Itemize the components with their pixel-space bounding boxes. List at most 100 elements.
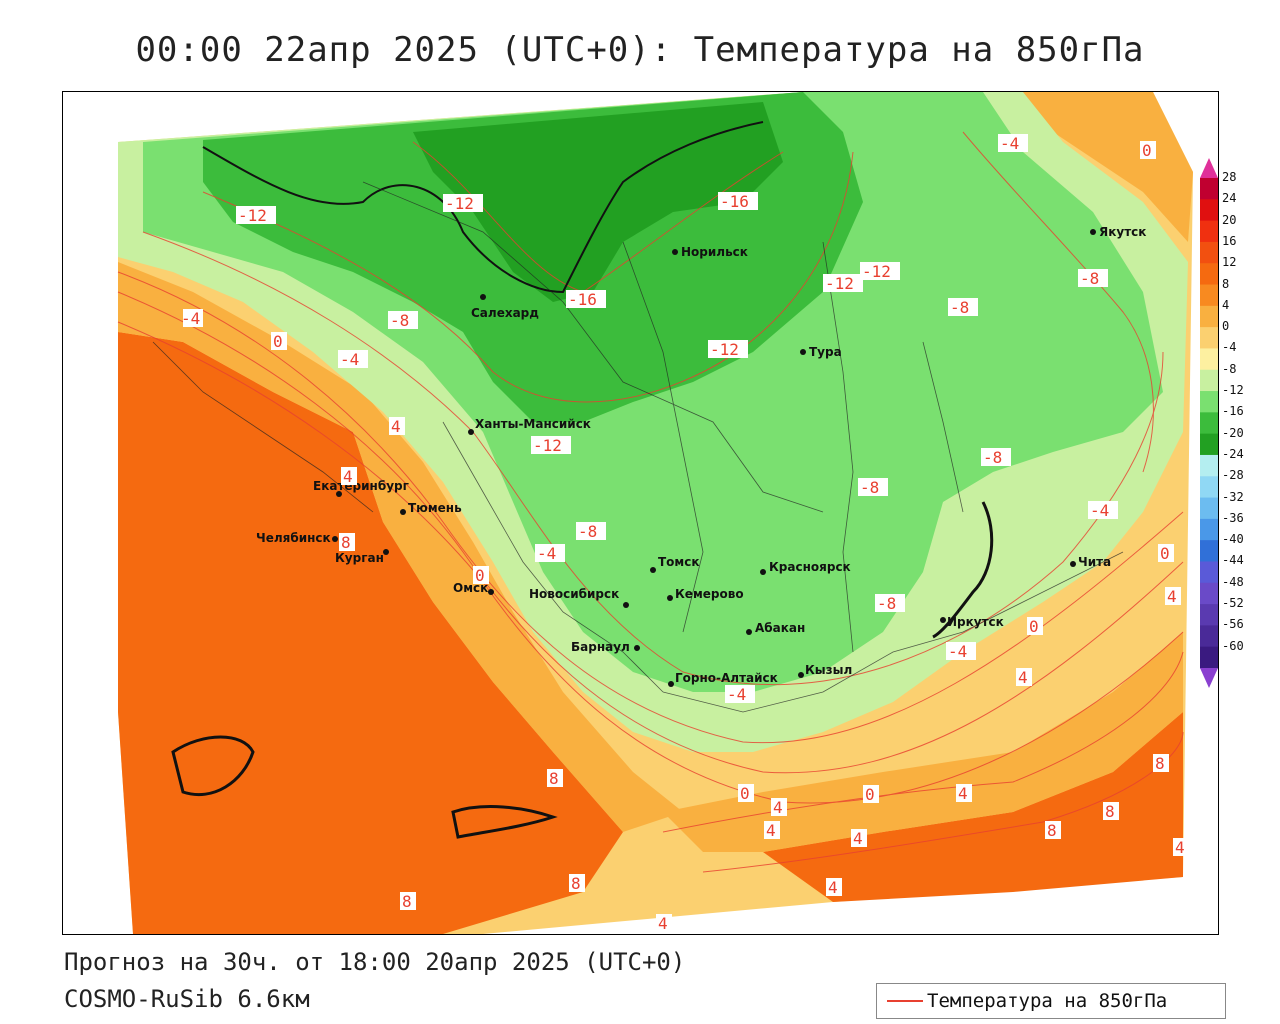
svg-text:-12: -12 <box>710 340 739 359</box>
iso-label: -16 <box>566 290 606 309</box>
svg-text:Екатеринбург: Екатеринбург <box>313 479 409 493</box>
city-tyumen: Тюмень <box>400 501 462 515</box>
iso-label: 8 <box>339 533 355 552</box>
colorbar <box>1200 158 1218 688</box>
svg-text:-12: -12 <box>825 274 854 293</box>
colorbar-segment <box>1200 348 1218 371</box>
svg-text:-16: -16 <box>720 192 749 211</box>
iso-label: -8 <box>388 311 418 330</box>
city-chita: Чита <box>1070 555 1111 569</box>
iso-label: -12 <box>860 262 900 281</box>
iso-label: 4 <box>1016 668 1032 687</box>
svg-text:-8: -8 <box>860 478 879 497</box>
svg-text:-8: -8 <box>1080 269 1099 288</box>
cities-layer: Норильск Якутск Салехард Тура Ханты-Манс… <box>256 225 1146 687</box>
colorbar-tick-label: 12 <box>1222 255 1237 270</box>
city-tomsk: Томск <box>650 555 700 573</box>
zone-plus4-northeast <box>1023 92 1193 242</box>
iso-label: -16 <box>718 192 758 211</box>
iso-label: 4 <box>851 829 867 848</box>
svg-text:-4: -4 <box>1090 501 1109 520</box>
svg-text:4: 4 <box>1167 587 1177 606</box>
svg-text:4: 4 <box>773 798 783 817</box>
map-legend: Температура на 850гПа <box>876 983 1226 1019</box>
iso-label: 4 <box>341 467 357 486</box>
iso-label: -12 <box>823 274 863 293</box>
iso-label: -12 <box>708 340 748 359</box>
map-canvas: Норильск Якутск Салехард Тура Ханты-Манс… <box>63 92 1218 934</box>
iso-label: -12 <box>236 206 276 225</box>
svg-text:-8: -8 <box>877 594 896 613</box>
colorbar-tick-label: -24 <box>1222 446 1244 461</box>
iso-label: -8 <box>981 448 1011 467</box>
zone-plus8-west <box>118 332 623 934</box>
iso-label: -4 <box>725 685 755 704</box>
legend-label: Температура на 850гПа <box>927 990 1168 1012</box>
svg-text:4: 4 <box>391 417 401 436</box>
colorbar-gradient <box>1200 158 1218 688</box>
svg-text:Новосибирск: Новосибирск <box>529 587 619 601</box>
forecast-info: Прогноз на 30ч. от 18:00 20апр 2025 (UTC… <box>64 948 686 976</box>
coastline <box>202 121 764 294</box>
svg-text:0: 0 <box>740 784 750 803</box>
svg-text:Курган: Курган <box>335 551 384 565</box>
iso-label: -8 <box>858 478 888 497</box>
svg-text:8: 8 <box>1155 754 1165 773</box>
svg-text:Барнаул: Барнаул <box>571 640 630 654</box>
colorbar-segment <box>1200 391 1218 413</box>
iso-label: -4 <box>998 134 1028 153</box>
colorbar-segment <box>1200 518 1218 541</box>
city-yakutsk: Якутск <box>1090 225 1146 239</box>
colorbar-segment <box>1200 433 1218 456</box>
svg-text:4: 4 <box>343 467 353 486</box>
iso-label: 0 <box>1027 617 1043 636</box>
city-norilsk: Норильск <box>672 245 748 259</box>
colorbar-tick-label: 24 <box>1222 191 1237 206</box>
city-kemerovo: Кемерово <box>667 587 744 601</box>
city-kyzyl: Кызыл <box>798 663 852 678</box>
svg-text:-8: -8 <box>950 298 969 317</box>
svg-text:-4: -4 <box>948 642 967 661</box>
colorbar-tick-label: -8 <box>1222 361 1237 376</box>
svg-text:-4: -4 <box>727 685 746 704</box>
svg-text:-12: -12 <box>862 262 891 281</box>
iso-label: -4 <box>181 309 203 328</box>
svg-text:Кемерово: Кемерово <box>675 587 744 601</box>
colorbar-segment <box>1200 646 1218 669</box>
svg-text:4: 4 <box>766 821 776 840</box>
svg-text:-4: -4 <box>181 309 200 328</box>
svg-text:-16: -16 <box>568 290 597 309</box>
city-yekaterinburg: Екатеринбург <box>313 479 409 497</box>
iso-label: 8 <box>1153 754 1169 773</box>
colorbar-segment <box>1200 178 1218 200</box>
iso-label: -12 <box>531 436 571 455</box>
zone-plus4-west <box>118 262 683 832</box>
svg-text:-12: -12 <box>238 206 267 225</box>
iso-label: -4 <box>338 350 368 369</box>
city-barnaul: Барнаул <box>571 640 640 654</box>
svg-text:4: 4 <box>853 829 863 848</box>
svg-text:4: 4 <box>1018 668 1028 687</box>
svg-text:8: 8 <box>1105 802 1115 821</box>
colorbar-tick-label: -40 <box>1222 532 1244 547</box>
iso-label: 8 <box>1045 821 1061 840</box>
iso-label: -8 <box>576 522 606 541</box>
colorbar-tick-label: -4 <box>1222 340 1237 355</box>
svg-text:8: 8 <box>549 769 559 788</box>
region-borders <box>152 181 1124 713</box>
svg-text:-8: -8 <box>983 448 1002 467</box>
colorbar-tick-label: -56 <box>1222 617 1244 632</box>
colorbar-top-arrow <box>1200 158 1218 178</box>
svg-text:4: 4 <box>1175 838 1185 857</box>
city-gorno-altaysk: Горно-Алтайск <box>668 671 778 687</box>
colorbar-segment <box>1200 497 1218 520</box>
isotherm-labels: -12 -12 -16 -16 -4 0 -12 -12 -8 -12 -8 -… <box>181 134 1189 933</box>
colorbar-segment <box>1200 327 1218 349</box>
city-chelyabinsk: Челябинск <box>256 531 338 545</box>
svg-text:-4: -4 <box>537 544 556 563</box>
iso-label: 4 <box>389 417 405 436</box>
svg-text:4: 4 <box>828 878 838 897</box>
svg-text:-8: -8 <box>578 522 597 541</box>
iso-label: -4 <box>946 642 976 661</box>
svg-text:-4: -4 <box>340 350 359 369</box>
